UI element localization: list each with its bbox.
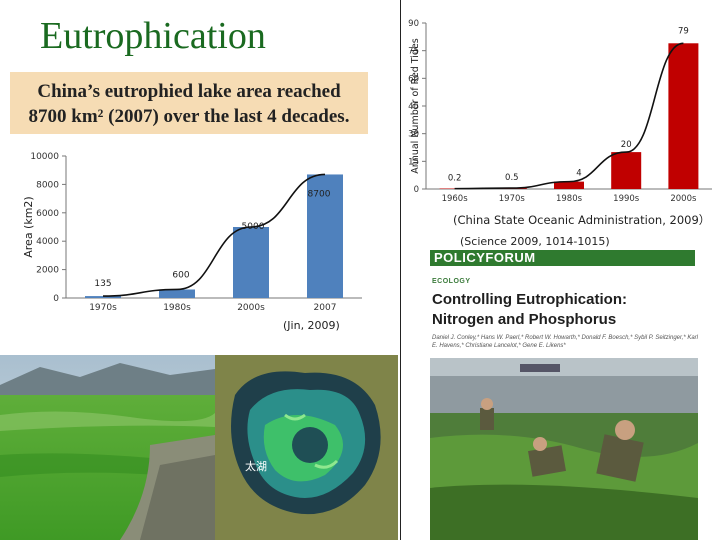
data-label: 0.5 — [505, 173, 519, 183]
data-label: 8700 — [308, 189, 331, 199]
lake-area-plot: 0 2000 4000 6000 8000 10000 Area (km2) 1970s 135… — [22, 152, 362, 313]
bar-2000s — [233, 227, 269, 298]
algae-shoreline-photo — [0, 355, 215, 540]
data-label: 4 — [576, 169, 581, 179]
lake-area-chart: 0 2000 4000 6000 8000 10000 Area (km2) 1970s 135… — [22, 152, 362, 313]
policy-forum-banner: POLICYFORUM — [430, 250, 695, 266]
y-tick-label: 30 — [408, 130, 419, 140]
y-tick-label: 15 — [408, 157, 419, 167]
data-label: 135 — [94, 279, 111, 289]
x-tick-label: 1970s — [89, 303, 117, 313]
x-tick-label: 1970s — [499, 194, 526, 204]
y-axis-title: Annual Number of Red Tides — [410, 38, 421, 173]
y-tick-label: 8000 — [36, 180, 59, 190]
data-label: 20 — [621, 140, 632, 150]
bar-1980s — [554, 181, 584, 189]
bar-1970s — [85, 296, 121, 298]
lake-satellite-image: 太湖 — [215, 355, 398, 540]
y-axis-title: Area (km2) — [22, 196, 35, 257]
lake-chart-reference: (Jin, 2009) — [283, 319, 340, 332]
lake-name-label: 太湖 — [245, 460, 267, 473]
data-label: 0.2 — [448, 174, 462, 184]
trend-line — [454, 42, 684, 190]
y-tick-label: 10000 — [30, 152, 59, 162]
article-title-line-1: Controlling Eutrophication: — [432, 291, 627, 308]
y-tick-label: 6000 — [36, 209, 59, 219]
y-tick-label: 4000 — [36, 237, 59, 247]
red-tide-reference: (China State Oceanic Administration, 200… — [453, 213, 711, 227]
bar-1980s — [159, 289, 195, 298]
bar-2000s — [668, 43, 699, 190]
x-tick-label: 2007 — [314, 303, 337, 313]
x-tick-label: 2000s — [670, 194, 697, 204]
subtitle-line-2: 8700 km² (2007) over the last 4 decades. — [28, 106, 350, 127]
x-tick-label: 2000s — [237, 303, 265, 313]
y-tick-label: 0 — [414, 185, 419, 195]
science-reference: (Science 2009, 1014-1015) — [460, 235, 610, 248]
y-tick-label: 0 — [53, 294, 59, 304]
article-title: Controlling Eutrophication: Nitrogen and… — [432, 290, 702, 330]
trend-line — [102, 173, 326, 297]
bar-1990s — [611, 152, 642, 189]
x-tick-label: 1980s — [556, 194, 583, 204]
article-authors: Daniel J. Conley,* Hans W. Paerl,* Rober… — [432, 335, 699, 349]
y-tick-label: 90 — [408, 19, 419, 29]
y-tick-label: 45 — [408, 102, 419, 112]
y-tick-label: 60 — [408, 74, 419, 84]
red-tide-chart: 0 15 30 45 60 75 90 Annual Number of Red Tides 1… — [408, 19, 712, 204]
subtitle-box: China’s eutrophied lake area reached 870… — [10, 72, 368, 134]
bar-2007 — [307, 174, 343, 298]
slide-title: Eutrophication — [40, 15, 266, 57]
red-tide-plot: 0 15 30 45 60 75 90 Annual Number of Red Tides 1… — [408, 19, 712, 204]
subtitle-line-1: China’s eutrophied lake area reached — [37, 81, 341, 102]
algae-cleanup-photo — [430, 358, 698, 540]
article-title-line-2: Nitrogen and Phosphorus — [432, 311, 617, 328]
x-tick-label: 1990s — [613, 194, 640, 204]
data-label: 600 — [172, 270, 189, 280]
x-tick-label: 1980s — [163, 303, 191, 313]
data-label: 79 — [678, 26, 689, 36]
article-section: ECOLOGY — [432, 278, 471, 285]
x-tick-label: 1960s — [442, 194, 469, 204]
y-tick-label: 75 — [408, 47, 419, 57]
vertical-divider — [400, 0, 401, 540]
y-tick-label: 2000 — [36, 266, 59, 276]
